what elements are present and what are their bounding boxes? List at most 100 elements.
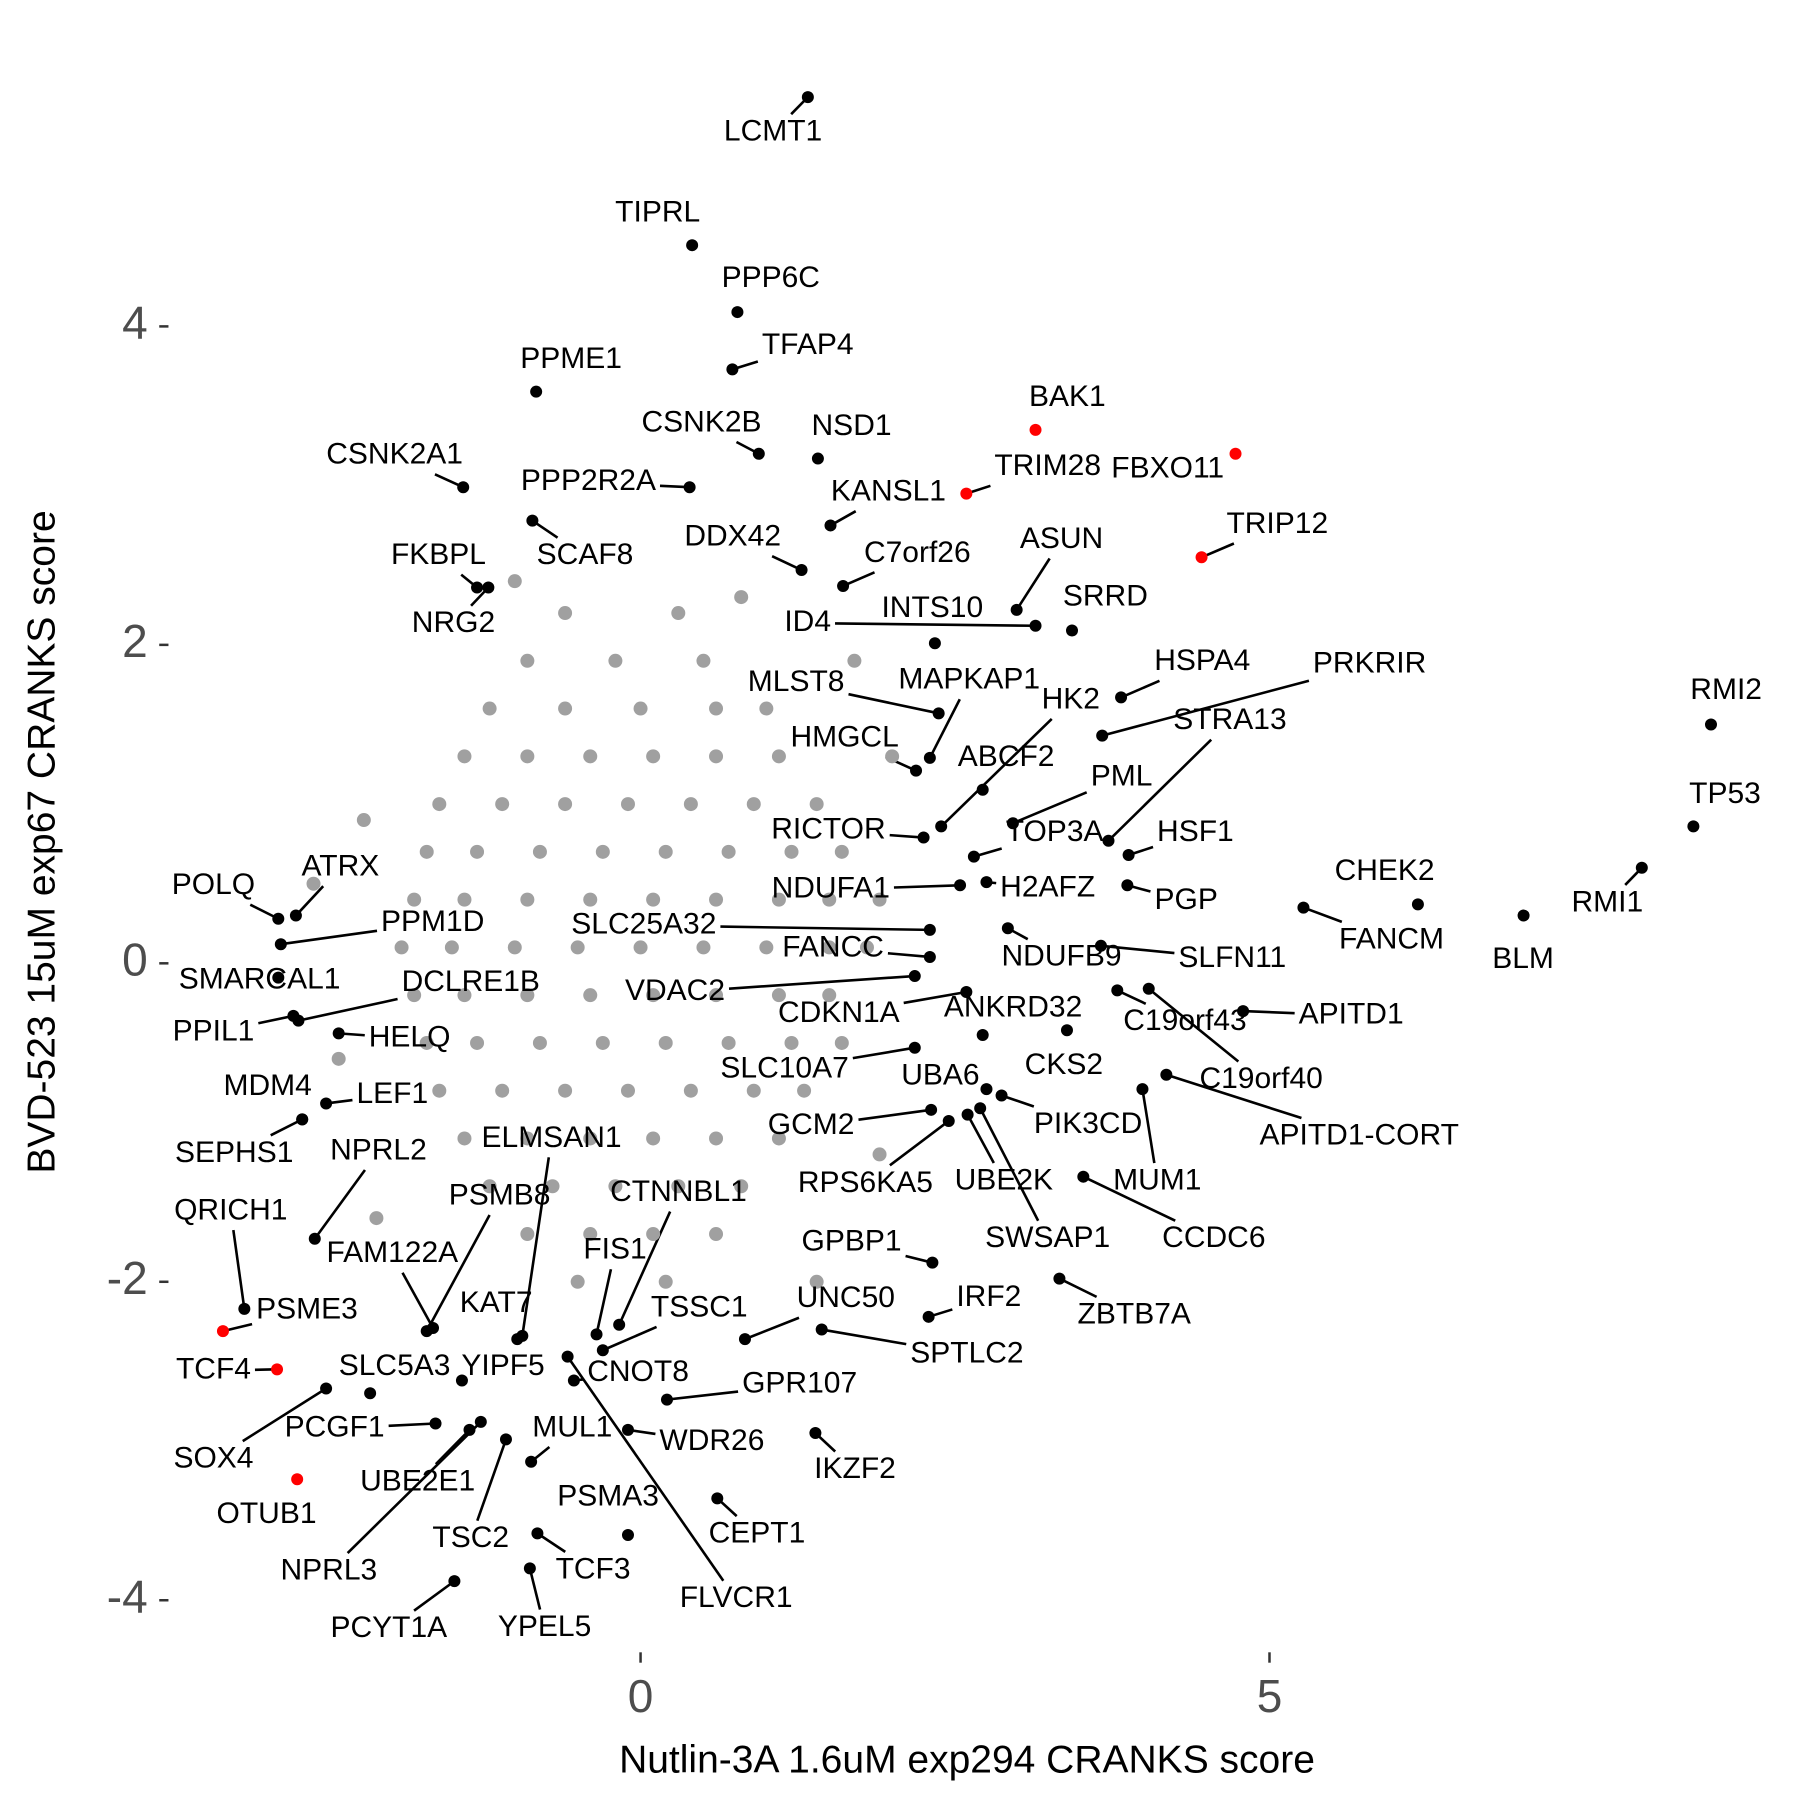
gene-label: FANCM [1339,922,1444,955]
gene-label: C19orf40 [1199,1062,1322,1095]
gene-point [1029,619,1042,632]
background-point [759,940,774,955]
connector [889,1119,950,1167]
gene-point [1687,820,1700,833]
gene-label: UBE2E1 [360,1465,475,1498]
background-point [872,892,887,907]
gene-point [1077,1170,1090,1183]
points [216,91,1717,1588]
gene-label: GCM2 [768,1108,855,1141]
gene-point [511,1333,524,1346]
gene-label: C19orf43 [1123,1004,1246,1037]
gene-label: FAM122A [326,1236,458,1269]
background-point [746,797,761,812]
background-point [482,1179,497,1194]
gene-label: QRICH1 [174,1193,287,1226]
y-tick-label: 0 [122,933,148,985]
connector [476,1438,508,1522]
gene-point [613,1318,626,1331]
background-point [885,749,900,764]
background-point [407,988,422,1003]
gene-label: APITD1 [1299,997,1404,1030]
connector [242,1387,327,1443]
gene-point [974,1102,987,1115]
gene-label: PPP2R2A [521,464,656,497]
gene-label: RMI2 [1690,673,1762,706]
gene-point [801,91,814,104]
gene-point [726,363,739,376]
background-point [532,1035,547,1050]
gene-label: NPRL2 [330,1133,427,1166]
gene-point [596,1344,609,1357]
gene-label: DCLRE1B [402,965,540,998]
connector [1107,738,1213,842]
background-point [809,1274,824,1289]
gene-point [932,707,945,720]
gene-point [523,1562,536,1575]
connector [728,974,915,990]
y-tick-label: -2 [107,1252,148,1304]
background-point [520,988,535,1003]
background-point [457,749,472,764]
background-point [709,1227,724,1242]
gene-point [1096,729,1109,742]
gene-label: PPM1D [381,905,484,938]
background-point [759,701,774,716]
gene-point [942,1114,955,1127]
background-point [432,1083,447,1098]
background-point [771,749,786,764]
background-point [356,813,371,828]
gene-point [1704,718,1717,731]
gene-point [960,487,973,500]
gene-label: PCGF1 [285,1410,385,1443]
gene-label: HELQ [369,1020,451,1053]
background-point [771,892,786,907]
background-point [507,940,522,955]
background-point [520,892,535,907]
connector [858,1108,932,1121]
gene-label: H2AFZ [1000,870,1095,903]
gene-point [824,519,837,532]
background-point [608,653,623,668]
gene-label: GPBP1 [802,1225,902,1258]
gene-label: PML [1091,760,1153,793]
connector [1120,679,1161,699]
gene-point [960,985,973,998]
background-point [520,1131,535,1146]
connector [940,717,1053,828]
background-point [470,1035,485,1050]
gene-label: NDUFA1 [772,872,890,905]
gene-label: FBXO11 [1111,452,1224,485]
gene-label: SLC10A7 [720,1052,848,1085]
gene-label: HSF1 [1157,815,1234,848]
background-point [520,749,535,764]
gene-label: NPRL3 [280,1553,377,1586]
gene-label: CHEK2 [1335,854,1435,887]
background-point [520,653,535,668]
connector [1012,791,1088,825]
gene-label: CSNK2A1 [326,438,463,471]
gene-label: C7orf26 [864,536,971,569]
gene-label: PPP6C [722,261,820,294]
gene-label: FANCC [782,930,884,963]
gene-label: SLC5A3 [339,1349,451,1382]
gene-point [457,481,470,494]
gene-point [364,1387,377,1400]
background-point [809,797,824,812]
background-point [532,844,547,859]
background-point [646,749,661,764]
connector [388,1422,436,1428]
background-point [495,797,510,812]
connectors [222,96,1643,1612]
background-point [595,844,610,859]
background-point [620,797,635,812]
background-point [470,844,485,859]
gene-point [923,923,936,936]
background-point [495,1083,510,1098]
gene-label: DDX42 [684,520,781,553]
gene-point [1066,624,1079,637]
gene-point [1029,423,1042,436]
gene-point [531,1527,544,1540]
background-point [822,892,837,907]
background-point [306,876,321,891]
